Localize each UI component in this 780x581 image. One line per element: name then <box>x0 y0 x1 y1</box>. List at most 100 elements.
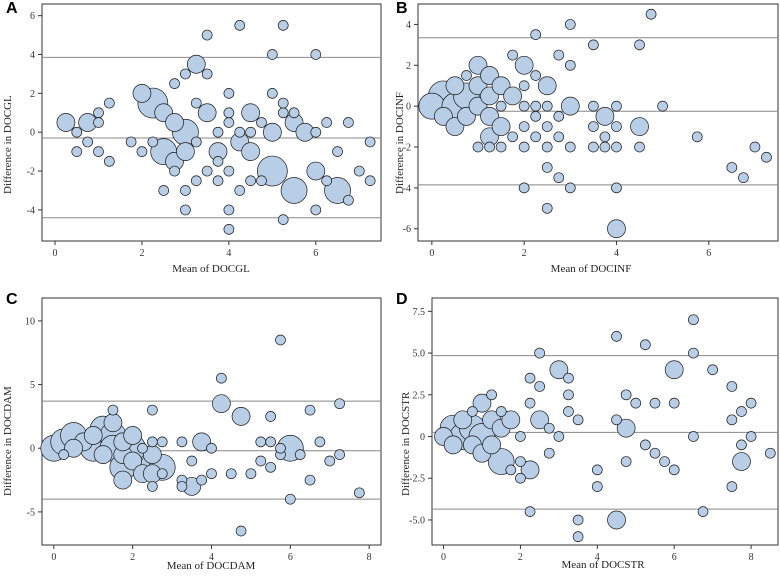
data-point <box>265 436 276 448</box>
data-point <box>58 449 70 460</box>
data-point <box>212 156 224 167</box>
x-tick-label: 8 <box>367 552 372 563</box>
data-point <box>169 165 180 177</box>
x-tick-label: 4 <box>226 248 231 259</box>
data-point <box>343 194 354 206</box>
data-point <box>364 136 376 148</box>
data-point <box>549 360 569 380</box>
data-point <box>304 404 316 416</box>
data-point <box>314 436 326 448</box>
data-point <box>186 54 206 74</box>
chart-c: 0 2 4 6 8 -5 0 5 10 <box>25 297 382 563</box>
data-point <box>530 70 542 81</box>
data-point <box>82 136 93 148</box>
data-point <box>541 202 553 214</box>
data-point <box>245 126 256 138</box>
data-point <box>564 59 576 71</box>
data-point <box>190 97 202 109</box>
data-point <box>501 410 521 430</box>
y-tick-label: 4 <box>406 20 411 31</box>
data-point <box>607 510 626 530</box>
data-point <box>668 464 680 476</box>
y-tick-label: -2 <box>403 143 411 154</box>
y-tick-label: 5 <box>30 380 35 391</box>
data-point <box>503 86 522 106</box>
data-point <box>103 413 123 433</box>
x-tick-label: 6 <box>672 552 677 563</box>
data-point <box>197 103 217 123</box>
data-point <box>176 481 188 492</box>
data-point <box>180 204 191 216</box>
y-tick-label: -5 <box>27 507 35 518</box>
data-point <box>524 372 536 384</box>
data-point <box>591 481 603 492</box>
y-tick-label: 4 <box>30 50 35 61</box>
y-axis-title-c: Difference in DOCDAM <box>2 386 14 496</box>
data-point <box>563 372 574 384</box>
y-tick-label: 0 <box>30 444 35 455</box>
panel-c: 0 2 4 6 8 -5 0 5 10 C Mean of DOCDAM Difference … <box>0 291 390 581</box>
data-point <box>530 410 549 430</box>
data-point <box>659 456 670 467</box>
data-point <box>634 39 645 51</box>
data-point <box>206 468 217 480</box>
data-point <box>530 100 542 112</box>
data-point <box>591 464 603 476</box>
y-tick-label: -2 <box>27 167 35 178</box>
data-point <box>93 146 104 157</box>
y-tick-label: 10 <box>25 316 35 327</box>
data-point <box>611 414 622 426</box>
data-point <box>277 107 289 119</box>
data-point <box>649 447 661 459</box>
data-point <box>321 175 333 187</box>
data-point <box>156 436 168 448</box>
data-point <box>294 449 306 460</box>
data-point <box>353 165 365 177</box>
data-point <box>745 397 757 409</box>
data-point <box>507 131 518 143</box>
data-point <box>176 436 188 448</box>
data-point <box>563 389 574 401</box>
data-point <box>560 96 580 116</box>
data-point <box>223 107 235 119</box>
data-point <box>147 436 158 448</box>
data-point <box>726 481 738 492</box>
data-point <box>553 431 565 442</box>
data-point <box>543 422 555 434</box>
data-point <box>537 76 557 96</box>
plot-frame <box>417 3 779 242</box>
data-point <box>353 487 365 499</box>
x-tick-label: 0 <box>53 248 58 259</box>
data-point <box>113 470 133 490</box>
data-point <box>137 442 148 454</box>
data-point <box>736 406 747 417</box>
data-point <box>541 141 553 153</box>
data-point <box>147 481 158 492</box>
data-point <box>541 100 553 112</box>
chart-b: 0 2 4 6 -6 -4 -2 0 2 4 <box>403 3 779 259</box>
data-point <box>266 88 278 99</box>
chart-d: 0 2 4 6 8 -5.0 -2.5 0 2.5 5.0 7.5 <box>409 297 779 563</box>
y-tick-label: -4 <box>27 205 35 216</box>
data-point <box>64 438 83 458</box>
data-point <box>147 136 159 148</box>
data-point <box>123 426 143 445</box>
data-point <box>595 107 615 126</box>
y-axis-title-d: Difference in DOCSTR <box>400 391 412 496</box>
data-point <box>186 455 198 467</box>
x-tick-label: 4 <box>209 552 214 563</box>
data-point <box>277 20 289 31</box>
data-point <box>564 19 576 30</box>
data-point <box>306 161 326 181</box>
data-point <box>165 113 184 132</box>
data-point <box>518 141 530 153</box>
data-point <box>241 142 260 161</box>
data-point <box>599 141 611 153</box>
data-point <box>697 506 709 517</box>
data-point <box>518 121 530 132</box>
data-point <box>443 435 463 455</box>
data-point <box>196 474 207 486</box>
data-point <box>223 88 235 99</box>
data-point <box>107 404 119 416</box>
data-point <box>334 398 345 410</box>
